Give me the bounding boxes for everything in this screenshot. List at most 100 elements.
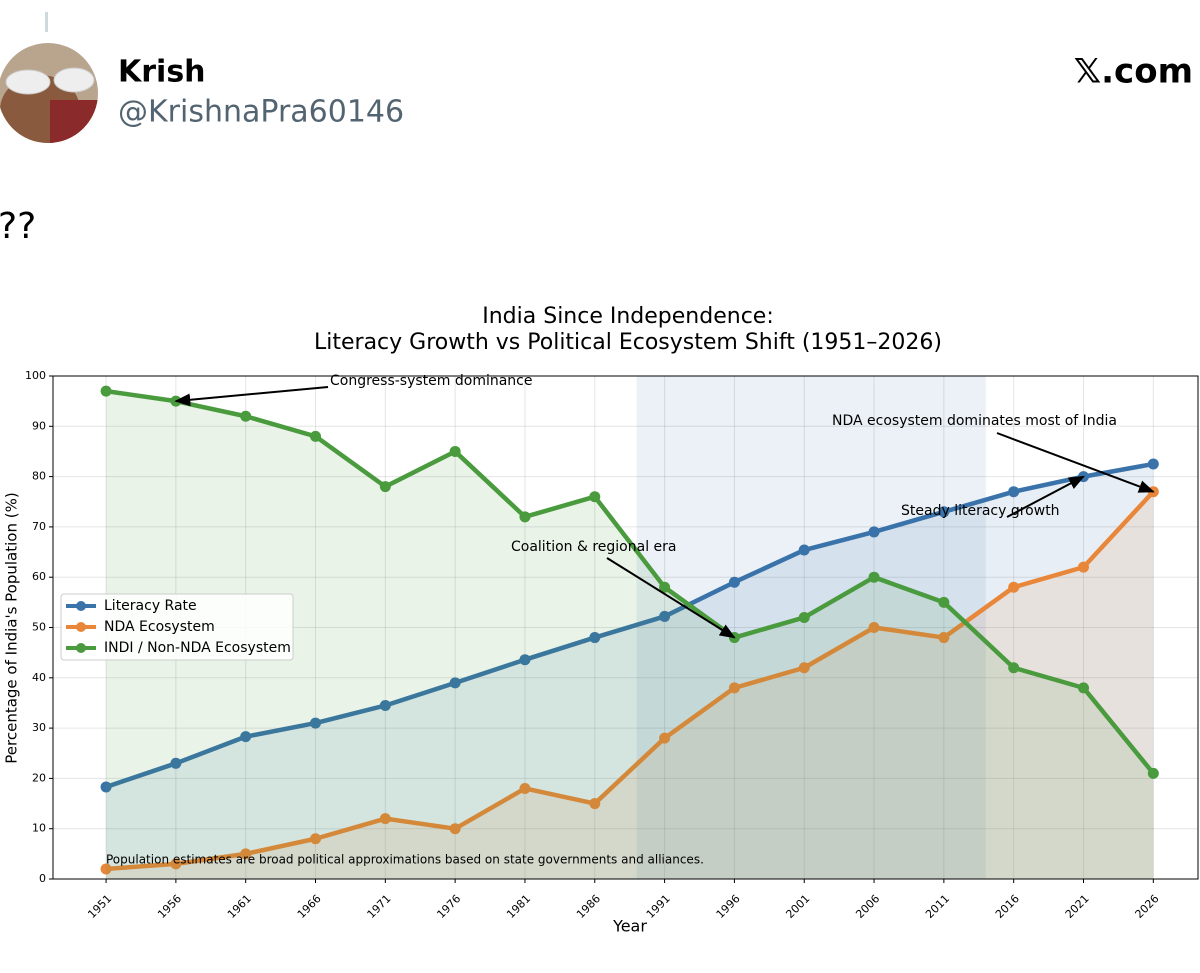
annotation-arrow (1006, 475, 1085, 518)
chart-title: Literacy Growth vs Political Ecosystem S… (314, 330, 942, 355)
y-tick-label: 40 (32, 671, 46, 684)
x-tick-label: 1961 (225, 892, 254, 921)
data-point (798, 611, 810, 623)
data-point (240, 848, 252, 860)
y-tick-label: 0 (39, 872, 46, 885)
x-tick-label: 2006 (853, 892, 882, 921)
data-point (170, 757, 182, 769)
x-tick-label: 2001 (783, 892, 812, 921)
data-point (100, 863, 112, 875)
data-point (240, 410, 252, 422)
data-point (798, 544, 810, 556)
data-point (310, 430, 322, 442)
data-point (938, 596, 950, 608)
post-text: ?? (0, 206, 36, 247)
data-point (449, 677, 461, 689)
data-point (379, 813, 391, 825)
x-tick-label: 1981 (504, 892, 533, 921)
legend-label: Literacy Rate (104, 598, 197, 614)
annotation: Steady literacy growth (901, 503, 1060, 519)
y-tick-label: 50 (32, 621, 46, 634)
data-point (310, 717, 322, 729)
annotation: Coalition & regional era (511, 539, 676, 555)
shaded-span (636, 376, 986, 879)
x-tick-label: 1951 (85, 892, 114, 921)
x-tick-label: 2021 (1063, 892, 1092, 921)
data-point (449, 445, 461, 457)
x-tick-label: 1976 (434, 892, 463, 921)
handle[interactable]: @KrishnaPra60146 (118, 95, 404, 130)
chart-title: India Since Independence: (482, 304, 774, 329)
data-point (868, 526, 880, 538)
y-tick-label: 90 (32, 419, 46, 432)
data-point (379, 699, 391, 711)
x-tick-label: 1966 (295, 892, 324, 921)
x-tick-label: 1971 (365, 892, 394, 921)
data-point (868, 622, 880, 633)
data-point (1147, 458, 1159, 470)
data-point (519, 654, 531, 666)
data-point (1147, 767, 1159, 779)
x-tick-label: 1986 (574, 892, 603, 921)
data-point (589, 491, 601, 503)
legend-label: INDI / Non-NDA Ecosystem (104, 640, 291, 656)
legend-label: NDA Ecosystem (104, 619, 215, 635)
y-tick-label: 100 (25, 369, 46, 382)
series-area (106, 464, 1154, 879)
annotation-arrow (174, 386, 329, 407)
data-point (1008, 662, 1020, 674)
legend-swatch (76, 601, 86, 611)
avatar[interactable] (0, 43, 100, 145)
data-point (1008, 581, 1020, 593)
x-tick-label: 2026 (1133, 892, 1162, 921)
footnote: Population estimates are broad political… (106, 853, 704, 867)
legend: Literacy Rate NDA Ecosystem INDI / Non-NDA… (60, 593, 294, 661)
brand: 𝕏.com (1074, 52, 1193, 92)
x-axis-label: Year (612, 917, 647, 936)
annotation: NDA ecosystem dominates most of India (832, 413, 1117, 429)
plot-frame (52, 375, 1199, 880)
data-point (798, 662, 810, 674)
legend-swatch (76, 622, 86, 632)
data-point (100, 781, 112, 793)
x-tick-label: 1996 (714, 892, 743, 921)
data-point (938, 506, 950, 518)
data-point (589, 632, 601, 644)
data-point (659, 581, 671, 593)
legend-swatch (76, 643, 86, 653)
y-tick-label: 10 (32, 822, 46, 835)
series-area (106, 491, 1154, 879)
data-point (100, 385, 112, 397)
data-point (1008, 486, 1020, 498)
data-point (589, 798, 601, 810)
data-point (310, 833, 322, 845)
display-name[interactable]: Krish (118, 55, 206, 90)
x-tick-label: 1991 (644, 892, 673, 921)
data-point (240, 731, 252, 743)
data-point (659, 610, 671, 622)
data-point (728, 682, 740, 694)
x-tick-label: 1956 (155, 892, 184, 921)
data-point (938, 632, 950, 644)
y-tick-label: 60 (32, 570, 46, 583)
y-tick-label: 80 (32, 470, 46, 483)
annotation-arrow (606, 557, 736, 639)
x-tick-label: 2016 (993, 892, 1022, 921)
data-point (728, 576, 740, 588)
data-point (519, 782, 531, 794)
annotation: Congress-system dominance (330, 373, 532, 389)
y-axis-label: Percentage of India's Population (%) (3, 492, 21, 763)
series-line (105, 461, 1154, 790)
data-point (170, 858, 182, 870)
thread-line (45, 12, 48, 32)
series-line (105, 388, 1156, 775)
data-point (659, 732, 671, 744)
y-tick-label: 20 (32, 771, 46, 784)
data-point (449, 823, 461, 835)
annotation-arrow (996, 432, 1155, 493)
x-tick-label: 2011 (923, 892, 952, 921)
data-point (1078, 682, 1089, 694)
data-point (519, 511, 531, 523)
